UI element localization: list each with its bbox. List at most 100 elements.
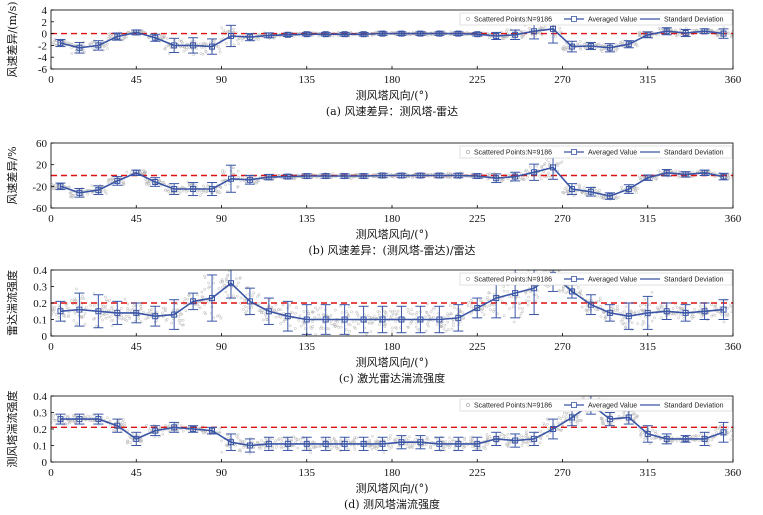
scatter-point xyxy=(258,309,262,313)
scatter-point xyxy=(539,177,543,181)
scatter-point xyxy=(270,445,274,449)
scatter-point xyxy=(624,322,628,325)
scatter-point xyxy=(274,446,278,449)
scatter-point xyxy=(715,431,718,434)
scatter-point xyxy=(199,194,202,198)
scatter-point xyxy=(480,310,484,313)
scatter-point xyxy=(603,315,607,319)
scatter-point xyxy=(506,432,510,436)
scatter-point xyxy=(573,419,577,423)
scatter-point xyxy=(451,438,455,442)
scatter-point xyxy=(648,442,652,446)
scatter-point xyxy=(256,441,260,445)
scatter-point xyxy=(466,304,470,308)
scatter-point xyxy=(539,429,543,433)
scatter-point xyxy=(160,180,164,184)
scatter-point xyxy=(547,161,551,164)
scatter-point xyxy=(334,440,337,443)
scatter-point xyxy=(547,427,551,430)
scatter-point xyxy=(723,312,727,315)
scatter-point xyxy=(219,186,223,189)
scatter-point xyxy=(355,310,358,314)
scatter-point xyxy=(675,306,679,309)
scatter-point xyxy=(561,415,565,419)
scatter-point xyxy=(632,417,636,421)
scatter-point xyxy=(52,308,56,312)
scatter-point xyxy=(520,444,524,447)
x-tick-label: 90 xyxy=(216,213,228,225)
scatter-point xyxy=(521,307,524,310)
scatter-point xyxy=(108,35,112,38)
scatter-point xyxy=(714,306,718,310)
scatter-point xyxy=(658,306,662,310)
scatter-point xyxy=(121,418,125,421)
scatter-point xyxy=(79,297,83,300)
scatter-point xyxy=(277,308,280,311)
scatter-point xyxy=(108,298,112,302)
averaged-marker xyxy=(133,435,140,442)
legend-scatter-label: Scattered Points:N=9186 xyxy=(474,150,552,157)
scatter-point xyxy=(370,434,374,438)
scatter-point xyxy=(192,53,196,57)
averaged-marker xyxy=(95,42,102,49)
panel-1: 0 45 90 135 180 225 270 315 360-6-4-2024测风塔风向/(°… xyxy=(5,1,742,118)
scatter-point xyxy=(167,429,171,432)
scatter-point xyxy=(107,315,111,319)
scatter-point xyxy=(103,295,107,299)
scatter-point xyxy=(350,310,353,314)
scatter-point xyxy=(659,303,663,307)
averaged-marker xyxy=(284,313,291,320)
scatter-point xyxy=(274,315,278,319)
averaged-marker xyxy=(682,309,689,316)
scatter-point xyxy=(181,185,184,189)
scatter-point xyxy=(408,435,411,439)
scatter-point xyxy=(411,312,415,316)
scatter-point xyxy=(238,276,242,280)
scatter-point xyxy=(129,308,133,312)
legend-scatter-symbol xyxy=(466,150,470,154)
scatter-point xyxy=(235,294,239,298)
x-tick-label: 45 xyxy=(131,467,143,479)
scatter-point xyxy=(446,320,449,324)
scatter-point xyxy=(69,299,73,302)
scatter-point xyxy=(299,324,303,328)
scatter-point xyxy=(528,165,532,169)
scatter-point xyxy=(243,297,246,300)
scatter-point xyxy=(243,439,247,443)
scatter-point xyxy=(394,320,397,323)
x-tick-label: 90 xyxy=(216,467,228,479)
scatter-point xyxy=(648,303,651,307)
scatter-point xyxy=(408,445,412,449)
scatter-point xyxy=(373,445,377,449)
scatter-point xyxy=(562,191,566,195)
scatter-point xyxy=(162,181,166,184)
scatter-point xyxy=(378,310,381,314)
scatter-point xyxy=(622,413,626,417)
scatter-point xyxy=(507,307,511,310)
legend-box xyxy=(459,12,733,26)
averaged-marker xyxy=(531,435,538,442)
legend: Scattered Points:N=9186 Averaged Value Sta… xyxy=(459,12,733,26)
scatter-point xyxy=(185,48,188,51)
scatter-point xyxy=(339,438,343,442)
scatter-point xyxy=(329,439,333,443)
scatter-point xyxy=(274,303,278,306)
scatter-point xyxy=(540,165,543,169)
scatter-point xyxy=(224,444,228,447)
scatter-point xyxy=(146,316,150,320)
scatter-point xyxy=(376,310,380,313)
scatter-point xyxy=(542,170,545,174)
legend-box xyxy=(459,398,733,412)
averaged-marker xyxy=(512,31,519,38)
averaged-marker xyxy=(360,31,367,38)
scatter-point xyxy=(224,183,228,187)
scatter-point xyxy=(624,305,628,309)
scatter-point xyxy=(164,45,168,48)
legend-avg-marker xyxy=(571,149,577,155)
scatter-point xyxy=(524,291,528,295)
scatter-point xyxy=(120,180,124,184)
averaged-marker xyxy=(227,280,234,287)
scatter-point xyxy=(561,289,565,293)
averaged-marker xyxy=(57,183,64,190)
scatter-point xyxy=(277,314,281,318)
